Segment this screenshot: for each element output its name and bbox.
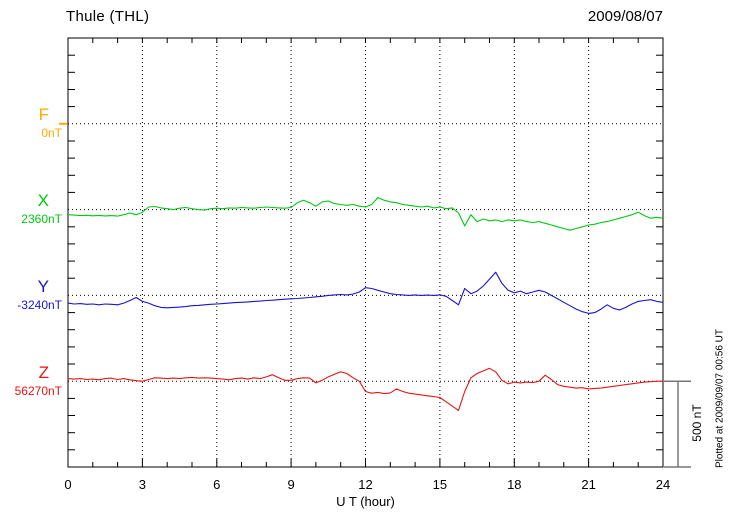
x-axis-label: U T (hour) [336, 494, 395, 509]
x-tick-21: 21 [581, 477, 596, 492]
component-baseline-X: 2360nT [21, 212, 62, 226]
x-tick-12: 12 [358, 477, 373, 492]
station-title: Thule (THL) [66, 8, 150, 25]
component-baseline-Z: 56270nT [14, 384, 62, 398]
component-baseline-F: 0nT [41, 126, 62, 140]
x-tick-15: 15 [432, 477, 448, 492]
x-tick-18: 18 [507, 477, 522, 492]
x-tick-6: 6 [213, 477, 221, 492]
component-label-F: F 0nT [0, 106, 62, 139]
x-tick-9: 9 [287, 477, 295, 492]
component-label-Y: Y -3240nT [0, 278, 62, 311]
scale-bar-label: 500 nT [690, 404, 704, 442]
component-letter-X: X [37, 191, 49, 210]
component-letter-Y: Y [37, 277, 49, 296]
component-label-Z: Z 56270nT [0, 364, 62, 397]
x-tick-3: 3 [138, 477, 146, 492]
component-label-X: X 2360nT [0, 192, 62, 225]
component-letter-Z: Z [38, 363, 49, 382]
plot-date: 2009/08/07 [587, 8, 663, 25]
x-tick-24: 24 [655, 477, 671, 492]
component-letter-F: F [38, 105, 49, 124]
x-tick-0: 0 [64, 477, 72, 492]
plotted-at-note: Plotted at 2009/09/07 00:56 UT [714, 329, 726, 468]
component-baseline-Y: -3240nT [17, 298, 62, 312]
